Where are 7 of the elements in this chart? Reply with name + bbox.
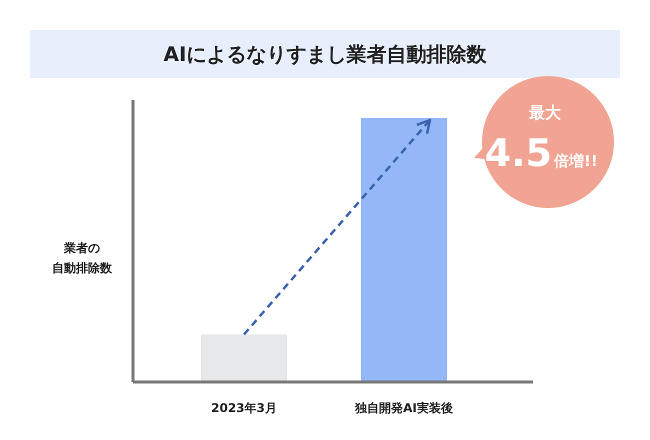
annotation: 最大 [528,103,562,122]
annotation: 4.5 [484,131,552,175]
y-axis-title: 業者の自動排除数 [52,241,113,275]
chart-title: AIによるなりすまし業者自動排除数 [164,42,488,66]
text: 倍増!! [553,152,598,170]
x-tick-label: 独自開発AI実装後 [354,401,453,415]
x-tick-label: 2023年3月 [211,401,277,415]
